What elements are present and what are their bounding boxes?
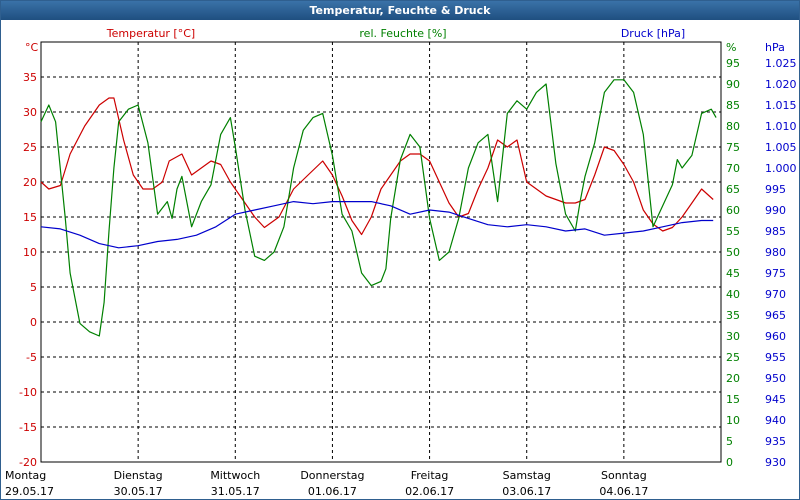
humidity-tick-label: 35 <box>726 309 740 322</box>
x-tick-date: 30.05.17 <box>114 485 163 498</box>
pressure-tick-label: 1.025 <box>765 57 797 70</box>
humidity-tick-label: 10 <box>726 414 740 427</box>
humidity-tick-label: 40 <box>726 288 740 301</box>
temperature-tick-label: 0 <box>30 316 37 329</box>
temperature-tick-label: -15 <box>19 421 37 434</box>
temperature-series-label: Temperatur [°C] <box>106 27 195 40</box>
x-tick-weekday: Donnerstag <box>300 469 364 482</box>
humidity-series-label: rel. Feuchte [%] <box>359 27 446 40</box>
x-tick-date: 04.06.17 <box>599 485 648 498</box>
temperature-tick-label: 35 <box>23 71 37 84</box>
humidity-tick-label: 50 <box>726 246 740 259</box>
humidity-tick-label: 55 <box>726 225 740 238</box>
temperature-tick-label: -5 <box>26 351 37 364</box>
humidity-tick-label: 15 <box>726 393 740 406</box>
pressure-series-label: Druck [hPa] <box>621 27 685 40</box>
x-tick-date: 31.05.17 <box>211 485 260 498</box>
humidity-tick-label: 75 <box>726 141 740 154</box>
temperature-tick-label: 30 <box>23 106 37 119</box>
humidity-tick-label: 30 <box>726 330 740 343</box>
pressure-tick-label: 980 <box>765 246 786 259</box>
temperature-tick-label: 5 <box>30 281 37 294</box>
pressure-tick-label: 965 <box>765 309 786 322</box>
series-line-pressure <box>40 201 714 249</box>
pressure-tick-label: 960 <box>765 330 786 343</box>
pressure-tick-label: 930 <box>765 456 786 469</box>
series-line-temperature <box>40 97 714 236</box>
humidity-tick-label: 60 <box>726 204 740 217</box>
series-line-humidity <box>40 79 717 337</box>
humidity-tick-label: 45 <box>726 267 740 280</box>
pressure-tick-label: 970 <box>765 288 786 301</box>
x-tick-weekday: Mittwoch <box>210 469 260 482</box>
pressure-tick-label: 955 <box>765 351 786 364</box>
temperature-tick-label: -20 <box>19 456 37 469</box>
x-tick-weekday: Sonntag <box>601 469 647 482</box>
pressure-tick-label: 935 <box>765 435 786 448</box>
pressure-tick-label: 1.010 <box>765 120 797 133</box>
humidity-tick-label: 95 <box>726 57 740 70</box>
humidity-tick-label: 90 <box>726 78 740 91</box>
pressure-tick-label: 985 <box>765 225 786 238</box>
pressure-unit-label: hPa <box>765 41 785 54</box>
humidity-tick-label: 70 <box>726 162 740 175</box>
humidity-tick-label: 5 <box>726 435 733 448</box>
temperature-tick-label: 10 <box>23 246 37 259</box>
humidity-tick-label: 80 <box>726 120 740 133</box>
temperature-tick-label: 25 <box>23 141 37 154</box>
x-tick-weekday: Dienstag <box>114 469 163 482</box>
pressure-tick-label: 975 <box>765 267 786 280</box>
pressure-tick-label: 1.000 <box>765 162 797 175</box>
pressure-tick-label: 995 <box>765 183 786 196</box>
pressure-tick-label: 950 <box>765 372 786 385</box>
humidity-tick-label: 20 <box>726 372 740 385</box>
humidity-tick-label: 65 <box>726 183 740 196</box>
window-title: Temperatur, Feuchte & Druck <box>1 1 799 20</box>
temperature-tick-label: 15 <box>23 211 37 224</box>
pressure-tick-label: 990 <box>765 204 786 217</box>
x-tick-weekday: Freitag <box>411 469 449 482</box>
x-tick-weekday: Samstag <box>503 469 551 482</box>
x-tick-date: 01.06.17 <box>308 485 357 498</box>
x-tick-date: 02.06.17 <box>405 485 454 498</box>
humidity-tick-label: 0 <box>726 456 733 469</box>
pressure-tick-label: 945 <box>765 393 786 406</box>
plot-border <box>40 41 722 463</box>
temperature-unit-label: °C <box>25 41 39 54</box>
pressure-tick-label: 1.015 <box>765 99 797 112</box>
pressure-tick-label: 1.020 <box>765 78 797 91</box>
x-tick-weekday: Montag <box>5 469 46 482</box>
pressure-tick-label: 1.005 <box>765 141 797 154</box>
humidity-unit-label: % <box>726 41 736 54</box>
temperature-tick-label: -10 <box>19 386 37 399</box>
temperature-tick-label: 20 <box>23 176 37 189</box>
x-tick-date: 29.05.17 <box>5 485 54 498</box>
humidity-tick-label: 25 <box>726 351 740 364</box>
humidity-tick-label: 85 <box>726 99 740 112</box>
x-tick-date: 03.06.17 <box>502 485 551 498</box>
pressure-tick-label: 940 <box>765 414 786 427</box>
